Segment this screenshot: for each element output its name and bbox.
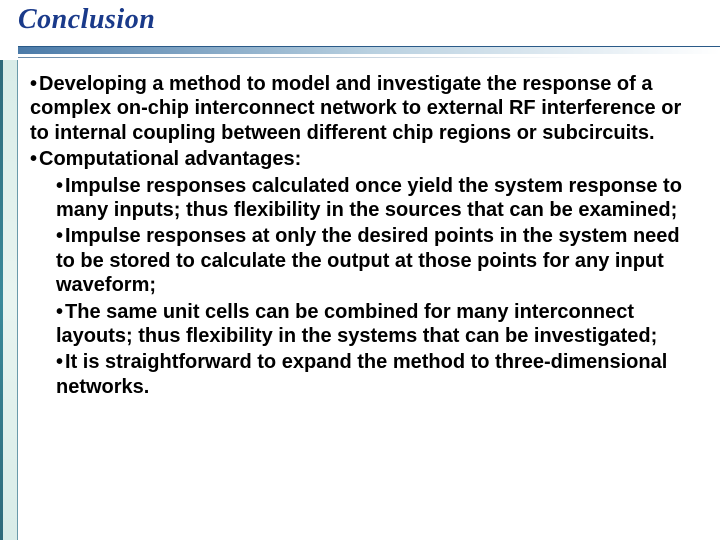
- left-decorative-strip: [0, 60, 18, 540]
- bullet-icon: •: [56, 175, 63, 197]
- bullet-icon: •: [30, 73, 37, 95]
- underline-thin: [18, 57, 720, 58]
- bullet-item: •Impulse responses calculated once yield…: [56, 174, 700, 223]
- title-underline: [18, 46, 720, 62]
- content-region: •Developing a method to model and invest…: [30, 72, 700, 401]
- bullet-item: •Computational advantages:: [30, 147, 700, 171]
- bullet-text: The same unit cells can be combined for …: [56, 301, 657, 347]
- slide-title: Conclusion: [18, 4, 702, 36]
- underline-gradient: [18, 46, 720, 54]
- slide: Conclusion •Developing a method to model…: [0, 0, 720, 540]
- strip-light: [3, 60, 18, 540]
- bullet-text: Impulse responses calculated once yield …: [56, 175, 682, 221]
- title-region: Conclusion: [18, 4, 702, 60]
- bullet-icon: •: [56, 301, 63, 323]
- bullet-icon: •: [56, 225, 63, 247]
- bullet-item: •The same unit cells can be combined for…: [56, 300, 700, 349]
- bullet-text: Developing a method to model and investi…: [30, 73, 681, 144]
- bullet-text: It is straightforward to expand the meth…: [56, 351, 667, 397]
- bullet-item: •Impulse responses at only the desired p…: [56, 224, 700, 297]
- bullet-icon: •: [56, 351, 63, 373]
- bullet-item: •Developing a method to model and invest…: [30, 72, 700, 145]
- bullet-icon: •: [30, 148, 37, 170]
- bullet-text: Computational advantages:: [39, 148, 301, 170]
- bullet-item: •It is straightforward to expand the met…: [56, 350, 700, 399]
- bullet-text: Impulse responses at only the desired po…: [56, 225, 680, 296]
